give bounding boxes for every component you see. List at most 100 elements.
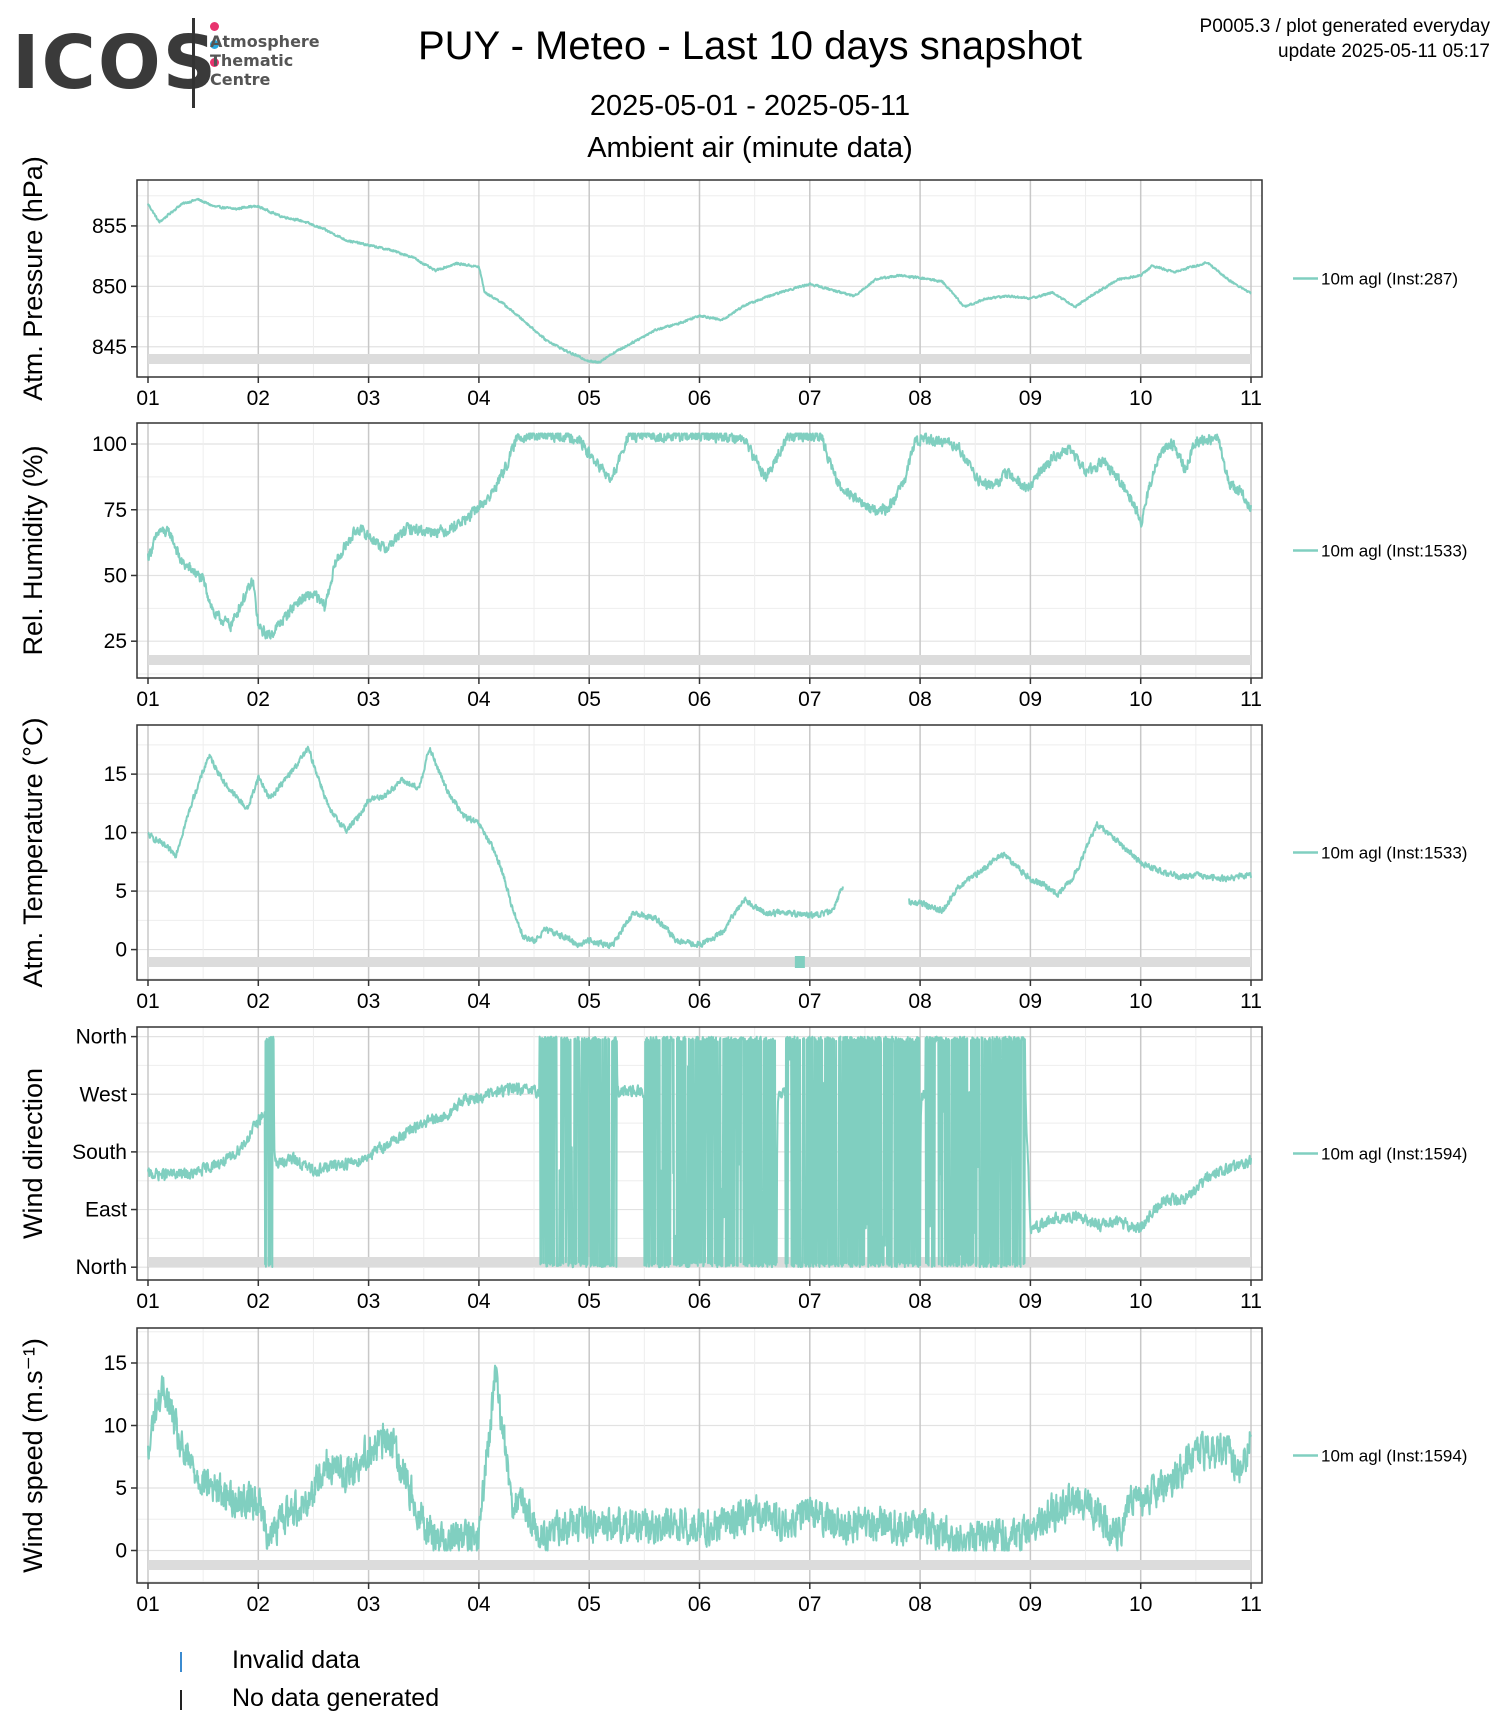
- page-title: PUY - Meteo - Last 10 days snapshot: [417, 24, 1083, 68]
- x-tick-label: 04: [467, 1290, 491, 1313]
- y-tick-label: North: [76, 1026, 127, 1049]
- y-axis-title: Atm. Pressure (hPa): [18, 156, 48, 401]
- legend-label: 10m agl (Inst:1594): [1321, 1145, 1467, 1164]
- y-tick-label: West: [80, 1083, 128, 1106]
- y-axis-title: Wind direction: [18, 1068, 48, 1239]
- x-tick-label: 08: [908, 387, 931, 410]
- series-line: [147, 745, 1252, 950]
- y-tick-label: 855: [92, 215, 127, 238]
- update-note: update 2025-05-11 05:17: [1278, 41, 1490, 62]
- y-tick-label: 5: [115, 1477, 127, 1500]
- x-tick-label: 04: [467, 688, 491, 711]
- x-tick-label: 02: [247, 688, 270, 711]
- y-tick-label: East: [85, 1199, 127, 1222]
- nodata-marker: [180, 1690, 182, 1710]
- logo-wordmark: ICOS: [12, 20, 219, 106]
- x-tick-label: 07: [798, 688, 821, 711]
- x-tick-label: 10: [1129, 688, 1152, 711]
- product-note: P0005.3 / plot generated everyday: [1199, 16, 1490, 37]
- x-tick-label: 11: [1240, 1593, 1262, 1616]
- status-band: [148, 1560, 1251, 1570]
- invalid-marker: [180, 1652, 182, 1672]
- x-tick-label: 04: [467, 990, 491, 1013]
- series-line: [147, 1364, 1252, 1552]
- nodata-label: No data generated: [232, 1684, 440, 1712]
- logo-divider: [192, 18, 195, 108]
- x-tick-label: 10: [1129, 1593, 1152, 1616]
- x-tick-label: 02: [247, 1593, 270, 1616]
- series-line: [147, 432, 1252, 640]
- x-tick-label: 09: [1019, 688, 1042, 711]
- x-tick-label: 06: [688, 387, 711, 410]
- y-tick-label: North: [76, 1256, 127, 1279]
- x-tick-label: 01: [136, 1593, 159, 1616]
- x-tick-label: 06: [688, 688, 711, 711]
- page-subtitle: Ambient air (minute data): [587, 132, 913, 164]
- series-line: [147, 1035, 1252, 1269]
- x-tick-label: 06: [688, 990, 711, 1013]
- status-band: [148, 655, 1251, 665]
- x-tick-label: 03: [357, 387, 380, 410]
- status-band: [148, 354, 1251, 364]
- x-tick-label: 05: [578, 688, 601, 711]
- legend-label: 10m agl (Inst:1533): [1321, 542, 1467, 561]
- x-tick-label: 10: [1129, 1290, 1152, 1313]
- x-tick-label: 04: [467, 387, 491, 410]
- y-tick-label: 15: [104, 763, 127, 786]
- x-tick-label: 07: [798, 1593, 821, 1616]
- logo-subtitle: Atmosphere Thematic Centre: [210, 32, 320, 89]
- x-tick-label: 05: [578, 990, 601, 1013]
- x-tick-label: 03: [357, 990, 380, 1013]
- x-tick-label: 07: [798, 387, 821, 410]
- x-tick-label: 02: [247, 990, 270, 1013]
- x-tick-label: 11: [1240, 688, 1262, 711]
- x-tick-label: 05: [578, 1290, 601, 1313]
- y-tick-label: 100: [92, 433, 127, 456]
- x-tick-label: 05: [578, 1593, 601, 1616]
- x-tick-label: 10: [1129, 990, 1152, 1013]
- invalid-label: Invalid data: [232, 1646, 360, 1674]
- legend-label: 10m agl (Inst:1594): [1321, 1447, 1467, 1466]
- x-tick-label: 03: [357, 688, 380, 711]
- date-range: 2025-05-01 - 2025-05-11: [589, 90, 911, 122]
- panel-1: 10m agl (Inst:287) 845 850 855 01 02 03 04 05 06 0…: [18, 156, 1458, 410]
- y-tick-label: 850: [92, 275, 127, 298]
- y-tick-label: 15: [104, 1352, 127, 1375]
- x-tick-label: 08: [908, 1290, 931, 1313]
- x-tick-label: 06: [688, 1290, 711, 1313]
- invalid-mark: [794, 956, 805, 968]
- y-tick-label: South: [72, 1141, 127, 1164]
- y-axis-title: Atm. Temperature (°C): [18, 718, 48, 988]
- series-line: [147, 197, 1252, 364]
- x-tick-label: 01: [136, 688, 159, 711]
- y-tick-label: 75: [104, 499, 127, 522]
- status-band: [148, 957, 1251, 967]
- x-tick-label: 01: [136, 1290, 159, 1313]
- logo-dots: [210, 18, 222, 72]
- logo-dot-1: [210, 22, 219, 31]
- x-tick-label: 09: [1019, 387, 1042, 410]
- x-tick-label: 02: [247, 1290, 270, 1313]
- x-tick-label: 10: [1129, 387, 1152, 410]
- y-tick-label: 10: [104, 1415, 127, 1438]
- y-axis-title: Wind speed (m.s⁻¹): [18, 1338, 48, 1573]
- x-tick-label: 09: [1019, 1593, 1042, 1616]
- x-tick-label: 07: [798, 1290, 821, 1313]
- x-tick-label: 11: [1240, 1290, 1262, 1313]
- logo-dot-2: [210, 40, 219, 49]
- y-tick-label: 50: [104, 564, 127, 587]
- logo-dot-3: [210, 58, 219, 67]
- x-tick-label: 08: [908, 1593, 931, 1616]
- panel-4: 10m agl (Inst:1594) North East South West Nor…: [18, 1026, 1467, 1313]
- x-tick-label: 05: [578, 387, 601, 410]
- x-tick-label: 01: [136, 387, 159, 410]
- y-tick-label: 0: [115, 939, 127, 962]
- y-axis-title: Rel. Humidity (%): [18, 445, 48, 655]
- x-tick-label: 04: [467, 1593, 491, 1616]
- x-tick-label: 03: [357, 1593, 380, 1616]
- y-tick-label: 10: [104, 822, 127, 845]
- x-tick-label: 09: [1019, 1290, 1042, 1313]
